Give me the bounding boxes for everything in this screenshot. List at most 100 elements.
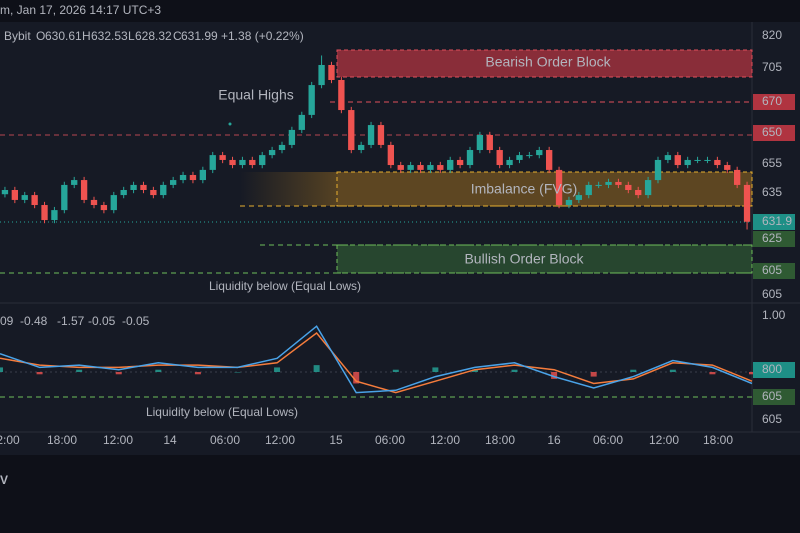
candle-body bbox=[328, 64, 335, 80]
time-axis-label: 12:00 bbox=[430, 433, 460, 447]
time-axis-label: 06:00 bbox=[210, 433, 240, 447]
price-axis-label: 670 bbox=[762, 94, 782, 108]
candle-body bbox=[1, 190, 9, 195]
indicator-label-box bbox=[753, 362, 795, 378]
candle-body bbox=[733, 169, 741, 185]
indicator-value: -1.57 bbox=[57, 314, 85, 328]
price-label-box bbox=[753, 231, 795, 247]
price-axis-label: 705 bbox=[762, 60, 782, 74]
candle-body bbox=[664, 155, 672, 160]
legend-c-label: C bbox=[173, 29, 182, 43]
candle-body bbox=[476, 135, 484, 151]
candle-body bbox=[318, 64, 325, 86]
candle-body bbox=[209, 155, 216, 170]
price-label-box bbox=[753, 94, 795, 110]
candle-body bbox=[140, 184, 147, 190]
price-axis-label: 635 bbox=[762, 185, 782, 199]
candle-body bbox=[61, 184, 68, 211]
candle-body bbox=[427, 165, 434, 170]
time-axis-label: 12:00 bbox=[103, 433, 133, 447]
candle-body bbox=[110, 195, 117, 211]
osc-hist-bar bbox=[669, 369, 676, 372]
osc-hist-bar bbox=[630, 369, 637, 372]
osc-hist-bar bbox=[0, 367, 3, 372]
legend-open: 630.61 bbox=[45, 29, 82, 43]
candle-body bbox=[714, 159, 721, 166]
candle-body bbox=[278, 144, 286, 151]
candle-body bbox=[377, 125, 385, 145]
indicator-axis-label: 800 bbox=[762, 362, 782, 376]
legend-l-label: L bbox=[128, 29, 135, 43]
legend-high: 632.53 bbox=[91, 29, 128, 43]
candle-body bbox=[219, 155, 226, 160]
time-axis-label: 18:00 bbox=[485, 433, 515, 447]
exchange: Bybit bbox=[4, 29, 31, 43]
legend-h-label: H bbox=[82, 29, 91, 43]
candle-body bbox=[506, 159, 513, 166]
osc-hist-bar bbox=[709, 372, 716, 375]
indicator-value: -0.05 bbox=[88, 314, 116, 328]
osc-hist-bar bbox=[274, 367, 281, 372]
candle-body bbox=[357, 144, 365, 151]
candle-body bbox=[387, 144, 395, 166]
candle-body bbox=[71, 180, 78, 185]
candle-body bbox=[259, 155, 266, 166]
candle-body bbox=[545, 150, 553, 170]
price-axis-label: 655 bbox=[762, 156, 782, 170]
time-axis-label: 06:00 bbox=[375, 433, 405, 447]
time-axis-label: 15 bbox=[329, 433, 343, 447]
candle-body bbox=[51, 210, 58, 221]
legend-close: 631.99 bbox=[181, 29, 218, 43]
candle-body bbox=[536, 150, 543, 156]
candle-body bbox=[496, 150, 503, 166]
candle-body bbox=[239, 159, 246, 166]
price-label-box bbox=[753, 263, 795, 279]
osc-hist-bar bbox=[313, 365, 320, 372]
time-axis-label: 18:00 bbox=[703, 433, 733, 447]
candle-body bbox=[456, 159, 464, 166]
candle-body bbox=[605, 181, 612, 185]
imbalance-block bbox=[336, 171, 753, 207]
candle-body bbox=[585, 184, 592, 196]
osc-hist-bar bbox=[115, 372, 122, 375]
candle-body bbox=[229, 159, 236, 166]
candle-body bbox=[348, 110, 355, 151]
legend-o-label: O bbox=[36, 29, 45, 43]
liquidity-label: Liquidity below (Equal Lows) bbox=[146, 405, 298, 419]
candle-body bbox=[100, 205, 108, 211]
osc-hist-bar bbox=[155, 369, 162, 372]
candle-body bbox=[268, 150, 276, 156]
liquidity-label: Liquidity below (Equal Lows) bbox=[209, 279, 361, 293]
candle-body bbox=[466, 150, 474, 166]
candle-body bbox=[674, 155, 681, 166]
candle-body bbox=[308, 85, 315, 115]
price-axis-label: 605 bbox=[762, 263, 782, 277]
marks bbox=[0, 55, 755, 394]
osc-hist-bar bbox=[471, 369, 478, 372]
time-axis-label: 12:00 bbox=[265, 433, 295, 447]
imbalance-fade bbox=[240, 172, 337, 206]
indicator-axis-label: 605 bbox=[762, 412, 782, 426]
price-axis-label: 820 bbox=[762, 28, 782, 42]
indicator-value: -0.05 bbox=[122, 314, 150, 328]
bullish-label: Bullish Order Block bbox=[464, 251, 584, 267]
time-axis-label: 18:00 bbox=[47, 433, 77, 447]
candle-body bbox=[516, 155, 523, 160]
candle-body bbox=[338, 80, 345, 111]
header-bar bbox=[0, 0, 800, 22]
osc-fast-line bbox=[0, 325, 753, 394]
candle-body bbox=[625, 184, 632, 190]
time-axis-label: 16 bbox=[547, 433, 561, 447]
osc-hist-bar bbox=[194, 372, 201, 375]
candle-body bbox=[130, 184, 137, 190]
time-axis-label: 2:00 bbox=[0, 433, 20, 447]
osc-hist-bar bbox=[76, 369, 83, 372]
candle-body bbox=[120, 190, 127, 196]
osc-hist-bar bbox=[392, 369, 399, 372]
candle-body bbox=[169, 180, 177, 185]
footer-text: V bbox=[0, 473, 8, 487]
candle-body bbox=[437, 165, 444, 170]
candle-body bbox=[150, 190, 157, 196]
osc-hist-bar bbox=[590, 372, 597, 377]
